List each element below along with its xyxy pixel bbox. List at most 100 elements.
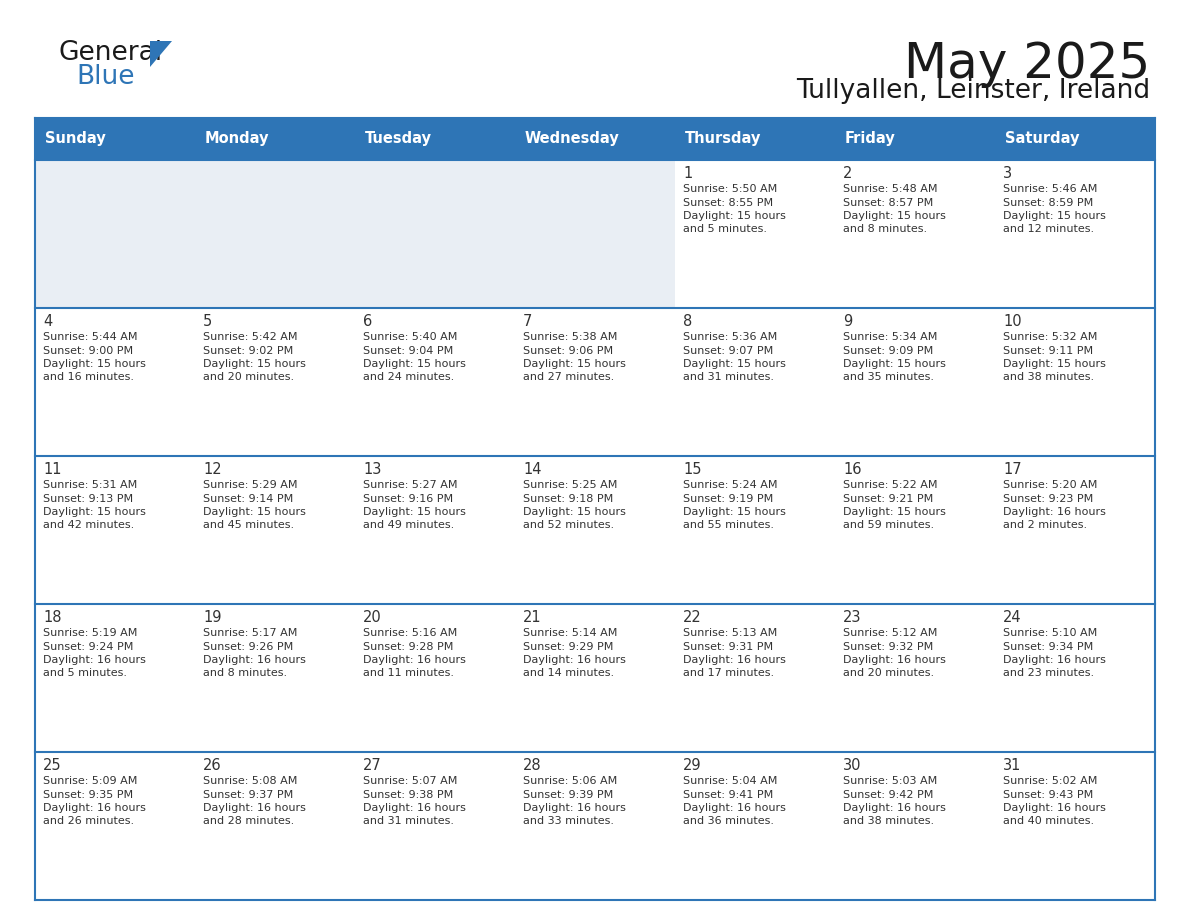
Text: Sunrise: 5:25 AM: Sunrise: 5:25 AM xyxy=(523,480,618,490)
Text: and 12 minutes.: and 12 minutes. xyxy=(1003,225,1094,234)
Bar xyxy=(835,752,996,900)
Bar xyxy=(516,160,675,308)
Text: and 8 minutes.: and 8 minutes. xyxy=(843,225,927,234)
Bar xyxy=(835,308,996,456)
Text: Daylight: 16 hours: Daylight: 16 hours xyxy=(683,655,786,665)
Bar xyxy=(675,308,835,456)
Text: Sunset: 9:43 PM: Sunset: 9:43 PM xyxy=(1003,789,1093,800)
Text: Sunrise: 5:36 AM: Sunrise: 5:36 AM xyxy=(683,332,777,342)
Text: Blue: Blue xyxy=(76,64,134,90)
Text: Sunrise: 5:38 AM: Sunrise: 5:38 AM xyxy=(523,332,618,342)
Text: Sunset: 9:09 PM: Sunset: 9:09 PM xyxy=(843,345,934,355)
Text: Daylight: 16 hours: Daylight: 16 hours xyxy=(364,655,466,665)
Bar xyxy=(516,752,675,900)
Bar xyxy=(34,160,195,308)
Text: Daylight: 15 hours: Daylight: 15 hours xyxy=(683,359,786,369)
Bar xyxy=(675,456,835,604)
Text: Daylight: 16 hours: Daylight: 16 hours xyxy=(683,803,786,813)
Bar xyxy=(355,308,516,456)
Text: Sunset: 9:07 PM: Sunset: 9:07 PM xyxy=(683,345,773,355)
Text: and 45 minutes.: and 45 minutes. xyxy=(203,521,295,531)
Bar xyxy=(34,752,195,900)
Text: and 42 minutes.: and 42 minutes. xyxy=(43,521,134,531)
Text: and 20 minutes.: and 20 minutes. xyxy=(843,668,934,678)
Text: 9: 9 xyxy=(843,314,852,329)
Text: Daylight: 16 hours: Daylight: 16 hours xyxy=(43,655,146,665)
Text: 6: 6 xyxy=(364,314,372,329)
Text: 13: 13 xyxy=(364,462,381,477)
Text: Sunset: 9:18 PM: Sunset: 9:18 PM xyxy=(523,494,613,503)
Text: and 52 minutes.: and 52 minutes. xyxy=(523,521,614,531)
Text: Daylight: 16 hours: Daylight: 16 hours xyxy=(364,803,466,813)
Text: Sunrise: 5:07 AM: Sunrise: 5:07 AM xyxy=(364,776,457,786)
Bar xyxy=(996,604,1155,752)
Text: Sunrise: 5:42 AM: Sunrise: 5:42 AM xyxy=(203,332,297,342)
Text: Sunrise: 5:22 AM: Sunrise: 5:22 AM xyxy=(843,480,937,490)
Text: Sunset: 9:28 PM: Sunset: 9:28 PM xyxy=(364,642,454,652)
Text: Sunrise: 5:27 AM: Sunrise: 5:27 AM xyxy=(364,480,457,490)
Text: Sunrise: 5:46 AM: Sunrise: 5:46 AM xyxy=(1003,184,1098,194)
Text: and 16 minutes.: and 16 minutes. xyxy=(43,373,134,383)
Text: Sunset: 9:24 PM: Sunset: 9:24 PM xyxy=(43,642,133,652)
Text: Sunrise: 5:04 AM: Sunrise: 5:04 AM xyxy=(683,776,777,786)
Text: Daylight: 16 hours: Daylight: 16 hours xyxy=(203,655,305,665)
Text: and 33 minutes.: and 33 minutes. xyxy=(523,816,614,826)
Text: and 35 minutes.: and 35 minutes. xyxy=(843,373,934,383)
Text: and 59 minutes.: and 59 minutes. xyxy=(843,521,934,531)
Text: Daylight: 16 hours: Daylight: 16 hours xyxy=(523,655,626,665)
Bar xyxy=(34,456,195,604)
Bar xyxy=(355,604,516,752)
Bar xyxy=(355,456,516,604)
Bar xyxy=(996,118,1155,160)
Text: Sunrise: 5:20 AM: Sunrise: 5:20 AM xyxy=(1003,480,1098,490)
Text: Sunrise: 5:19 AM: Sunrise: 5:19 AM xyxy=(43,628,138,638)
Bar xyxy=(835,160,996,308)
Text: Sunset: 9:31 PM: Sunset: 9:31 PM xyxy=(683,642,773,652)
Text: and 31 minutes.: and 31 minutes. xyxy=(683,373,775,383)
Text: Sunset: 9:39 PM: Sunset: 9:39 PM xyxy=(523,789,613,800)
Text: Sunset: 9:41 PM: Sunset: 9:41 PM xyxy=(683,789,773,800)
Bar xyxy=(195,308,355,456)
Text: and 49 minutes.: and 49 minutes. xyxy=(364,521,454,531)
Text: Sunrise: 5:10 AM: Sunrise: 5:10 AM xyxy=(1003,628,1098,638)
Text: Sunset: 8:57 PM: Sunset: 8:57 PM xyxy=(843,197,934,207)
Text: Saturday: Saturday xyxy=(1005,131,1079,147)
Text: Tuesday: Tuesday xyxy=(365,131,431,147)
Text: Friday: Friday xyxy=(845,131,896,147)
Text: Sunrise: 5:09 AM: Sunrise: 5:09 AM xyxy=(43,776,138,786)
Text: Sunrise: 5:40 AM: Sunrise: 5:40 AM xyxy=(364,332,457,342)
Text: Sunset: 9:26 PM: Sunset: 9:26 PM xyxy=(203,642,293,652)
Bar xyxy=(34,118,195,160)
Text: 26: 26 xyxy=(203,758,222,773)
Text: 30: 30 xyxy=(843,758,861,773)
Text: Sunrise: 5:32 AM: Sunrise: 5:32 AM xyxy=(1003,332,1098,342)
Text: and 2 minutes.: and 2 minutes. xyxy=(1003,521,1087,531)
Text: 1: 1 xyxy=(683,166,693,181)
Text: Tullyallen, Leinster, Ireland: Tullyallen, Leinster, Ireland xyxy=(796,78,1150,104)
Text: Sunrise: 5:03 AM: Sunrise: 5:03 AM xyxy=(843,776,937,786)
Bar xyxy=(195,604,355,752)
Text: and 5 minutes.: and 5 minutes. xyxy=(43,668,127,678)
Text: Daylight: 15 hours: Daylight: 15 hours xyxy=(843,359,946,369)
Text: Daylight: 15 hours: Daylight: 15 hours xyxy=(203,507,305,517)
Text: Daylight: 16 hours: Daylight: 16 hours xyxy=(1003,507,1106,517)
Bar xyxy=(516,308,675,456)
Text: and 5 minutes.: and 5 minutes. xyxy=(683,225,767,234)
Text: and 23 minutes.: and 23 minutes. xyxy=(1003,668,1094,678)
Text: Sunrise: 5:08 AM: Sunrise: 5:08 AM xyxy=(203,776,297,786)
Text: Sunrise: 5:13 AM: Sunrise: 5:13 AM xyxy=(683,628,777,638)
Text: Daylight: 15 hours: Daylight: 15 hours xyxy=(843,507,946,517)
Text: Sunset: 9:19 PM: Sunset: 9:19 PM xyxy=(683,494,773,503)
Text: Sunrise: 5:31 AM: Sunrise: 5:31 AM xyxy=(43,480,138,490)
Text: Daylight: 15 hours: Daylight: 15 hours xyxy=(364,359,466,369)
Text: and 17 minutes.: and 17 minutes. xyxy=(683,668,775,678)
Text: 5: 5 xyxy=(203,314,213,329)
Text: Sunrise: 5:02 AM: Sunrise: 5:02 AM xyxy=(1003,776,1098,786)
Text: Sunrise: 5:29 AM: Sunrise: 5:29 AM xyxy=(203,480,297,490)
Text: Daylight: 15 hours: Daylight: 15 hours xyxy=(1003,359,1106,369)
Text: Sunrise: 5:12 AM: Sunrise: 5:12 AM xyxy=(843,628,937,638)
Text: 19: 19 xyxy=(203,610,221,625)
Bar xyxy=(34,308,195,456)
Text: Sunset: 9:02 PM: Sunset: 9:02 PM xyxy=(203,345,293,355)
Text: Sunset: 9:34 PM: Sunset: 9:34 PM xyxy=(1003,642,1093,652)
